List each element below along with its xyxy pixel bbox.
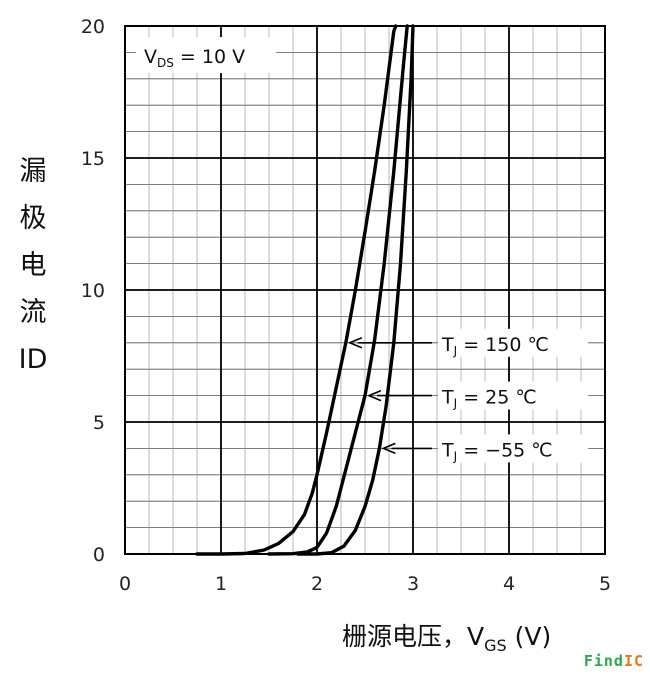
x-label-subscript: GS <box>484 636 507 655</box>
svg-text:VDS = 10 V: VDS = 10 V <box>144 46 245 70</box>
series-label-main: T <box>441 334 454 356</box>
x-tick-label: 0 <box>119 573 131 595</box>
y-label-char-1: 漏 <box>20 156 47 187</box>
x-tick-label: 5 <box>599 573 611 595</box>
x-tick-label: 3 <box>407 573 419 595</box>
y-tick-label: 5 <box>93 412 105 434</box>
series-line-2 <box>267 24 409 556</box>
y-label-char-5: ID <box>19 344 48 375</box>
series-label-3: TJ = −55 ℃ <box>441 439 553 463</box>
y-label-char-2: 极 <box>20 203 47 234</box>
condition-symbol: V <box>144 46 157 68</box>
annotation-label-bg-3 <box>438 434 588 463</box>
condition-label: VDS = 10 V <box>136 37 276 73</box>
annotations: TJ = 150 ℃TJ = 25 ℃TJ = −55 ℃ <box>347 328 588 463</box>
series-label-value: = 25 ℃ <box>457 387 537 409</box>
annotation-arrowhead-2 <box>366 389 382 402</box>
y-tick-label: 10 <box>81 280 105 302</box>
y-axis-label: 漏 极 电 流 ID <box>19 156 48 375</box>
y-tick-labels: 0 5 10 15 20 <box>81 16 105 566</box>
x-tick-label: 1 <box>215 573 227 595</box>
series-line-3 <box>296 24 415 556</box>
curves <box>195 24 415 556</box>
findic-watermark: FindIC <box>584 652 644 670</box>
series-label-main: T <box>441 439 454 461</box>
y-tick-label: 15 <box>81 148 105 170</box>
series-label-value: = −55 ℃ <box>457 439 552 461</box>
annotation-arrowhead-1 <box>347 337 363 349</box>
annotation-label-bg-1 <box>438 328 588 357</box>
annotation-arrowhead-3 <box>381 442 396 455</box>
x-tick-label: 2 <box>311 573 323 595</box>
annotation-label-bg-2 <box>438 381 588 410</box>
series-label-main: T <box>441 387 454 409</box>
series-label-sub: J <box>453 449 458 463</box>
watermark-part-b: IC <box>623 652 644 670</box>
series-line-1 <box>195 24 398 556</box>
y-tick-label: 20 <box>81 16 105 38</box>
x-tick-label: 4 <box>503 573 515 595</box>
x-label-unit: (V) <box>507 622 552 651</box>
x-tick-labels: 0 1 2 3 4 5 <box>119 573 611 595</box>
x-axis-label: 栅源电压，VGS (V) <box>342 622 551 655</box>
y-tick-label: 0 <box>93 544 105 566</box>
series-label-sub: J <box>453 344 458 358</box>
series-label-sub: J <box>453 397 458 411</box>
condition-subscript: DS <box>157 56 174 70</box>
watermark-part-a: Find <box>583 652 624 670</box>
series-label-value: = 150 ℃ <box>457 334 549 356</box>
y-label-char-4: 流 <box>20 297 47 328</box>
plot-frame <box>124 25 606 555</box>
x-label-text: 栅源电压，V <box>342 622 484 651</box>
series-label-1: TJ = 150 ℃ <box>441 334 549 358</box>
y-label-char-3: 电 <box>20 250 47 281</box>
condition-value: = 10 V <box>174 46 245 68</box>
series-label-2: TJ = 25 ℃ <box>441 387 537 411</box>
